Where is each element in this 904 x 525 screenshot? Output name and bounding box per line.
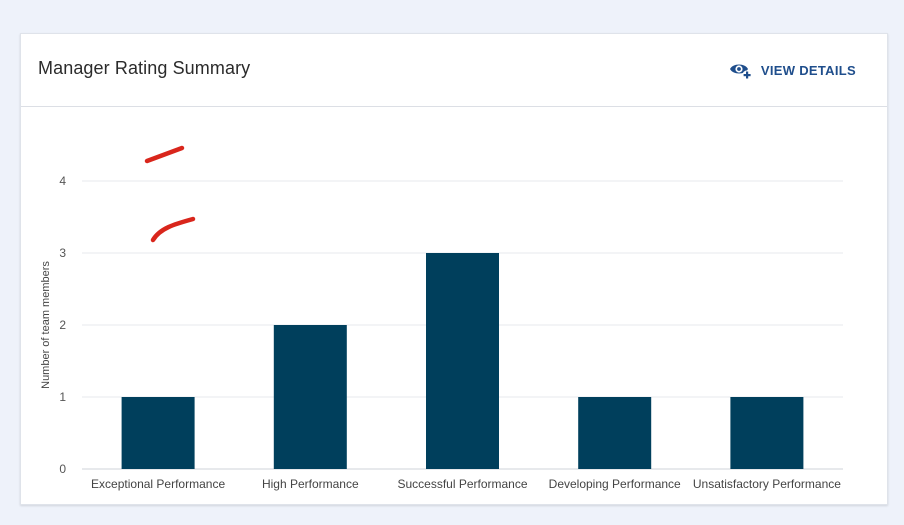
x-category-label: Unsatisfactory Performance [693,477,841,491]
y-tick-label: 0 [59,462,66,476]
card-title: Manager Rating Summary [38,58,251,78]
x-category-label: Successful Performance [397,477,527,491]
x-category-label: Developing Performance [549,477,681,491]
annotation-stroke [150,216,196,243]
annotation-stroke [144,145,185,164]
x-category-label: High Performance [262,477,359,491]
eye-plus-icon [729,60,753,80]
y-tick-label: 2 [59,318,66,332]
view-details-label: VIEW DETAILS [760,62,856,78]
card-header: Manager Rating Summary VIEW DETAILS [21,34,887,107]
y-tick-label: 4 [59,174,66,188]
bar[interactable] [578,397,652,469]
x-category-label: Exceptional Performance [91,477,225,491]
bar[interactable] [273,325,347,469]
y-tick-label: 3 [59,246,66,260]
bar[interactable] [426,253,499,469]
bar[interactable] [121,397,195,469]
bar[interactable] [730,397,804,469]
y-tick-label: 1 [59,390,66,404]
view-details-button[interactable]: VIEW DETAILS [729,60,856,80]
y-axis-title: Number of team members [40,261,52,389]
